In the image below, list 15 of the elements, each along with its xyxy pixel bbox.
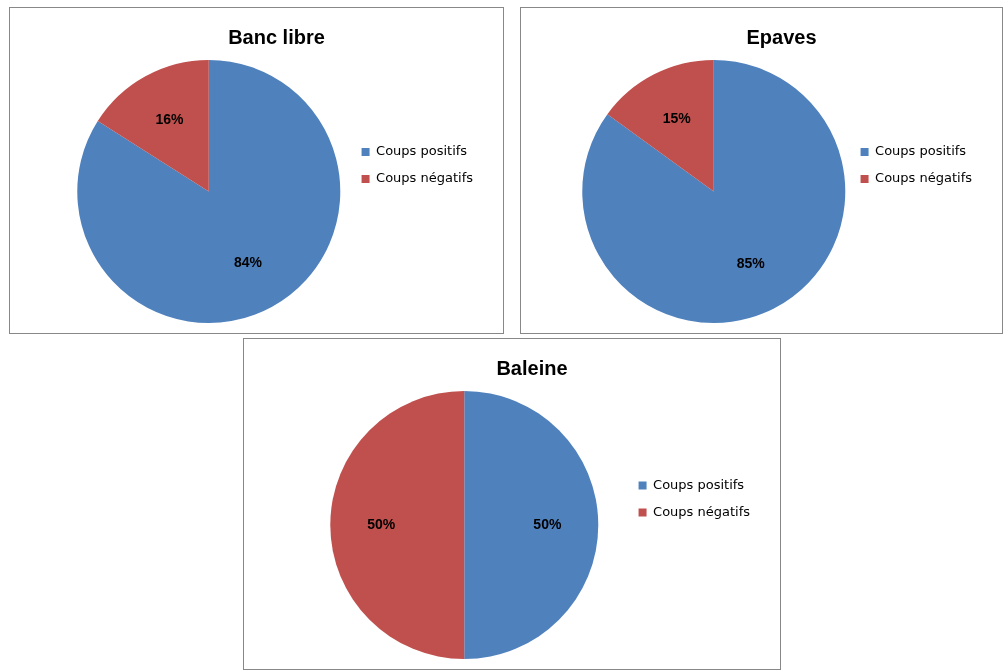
chart-title: Baleine [496, 356, 568, 379]
legend-label: Coups négatifs [376, 170, 474, 186]
data-label: 85% [736, 255, 766, 271]
legend-label: Coups négatifs [875, 170, 973, 186]
chart-title: Banc libre [228, 25, 325, 48]
legend-label: Coups positifs [376, 143, 468, 159]
chart-title: Epaves [746, 25, 817, 48]
data-label: 50% [367, 515, 396, 532]
legend-label: Coups positifs [653, 476, 745, 492]
data-label: 16% [155, 110, 185, 127]
data-label: 84% [234, 253, 263, 270]
legend-label: Coups positifs [875, 143, 967, 159]
data-label: 50% [533, 515, 562, 532]
data-label: 15% [662, 109, 692, 126]
legend-label: Coups négatifs [653, 503, 751, 519]
